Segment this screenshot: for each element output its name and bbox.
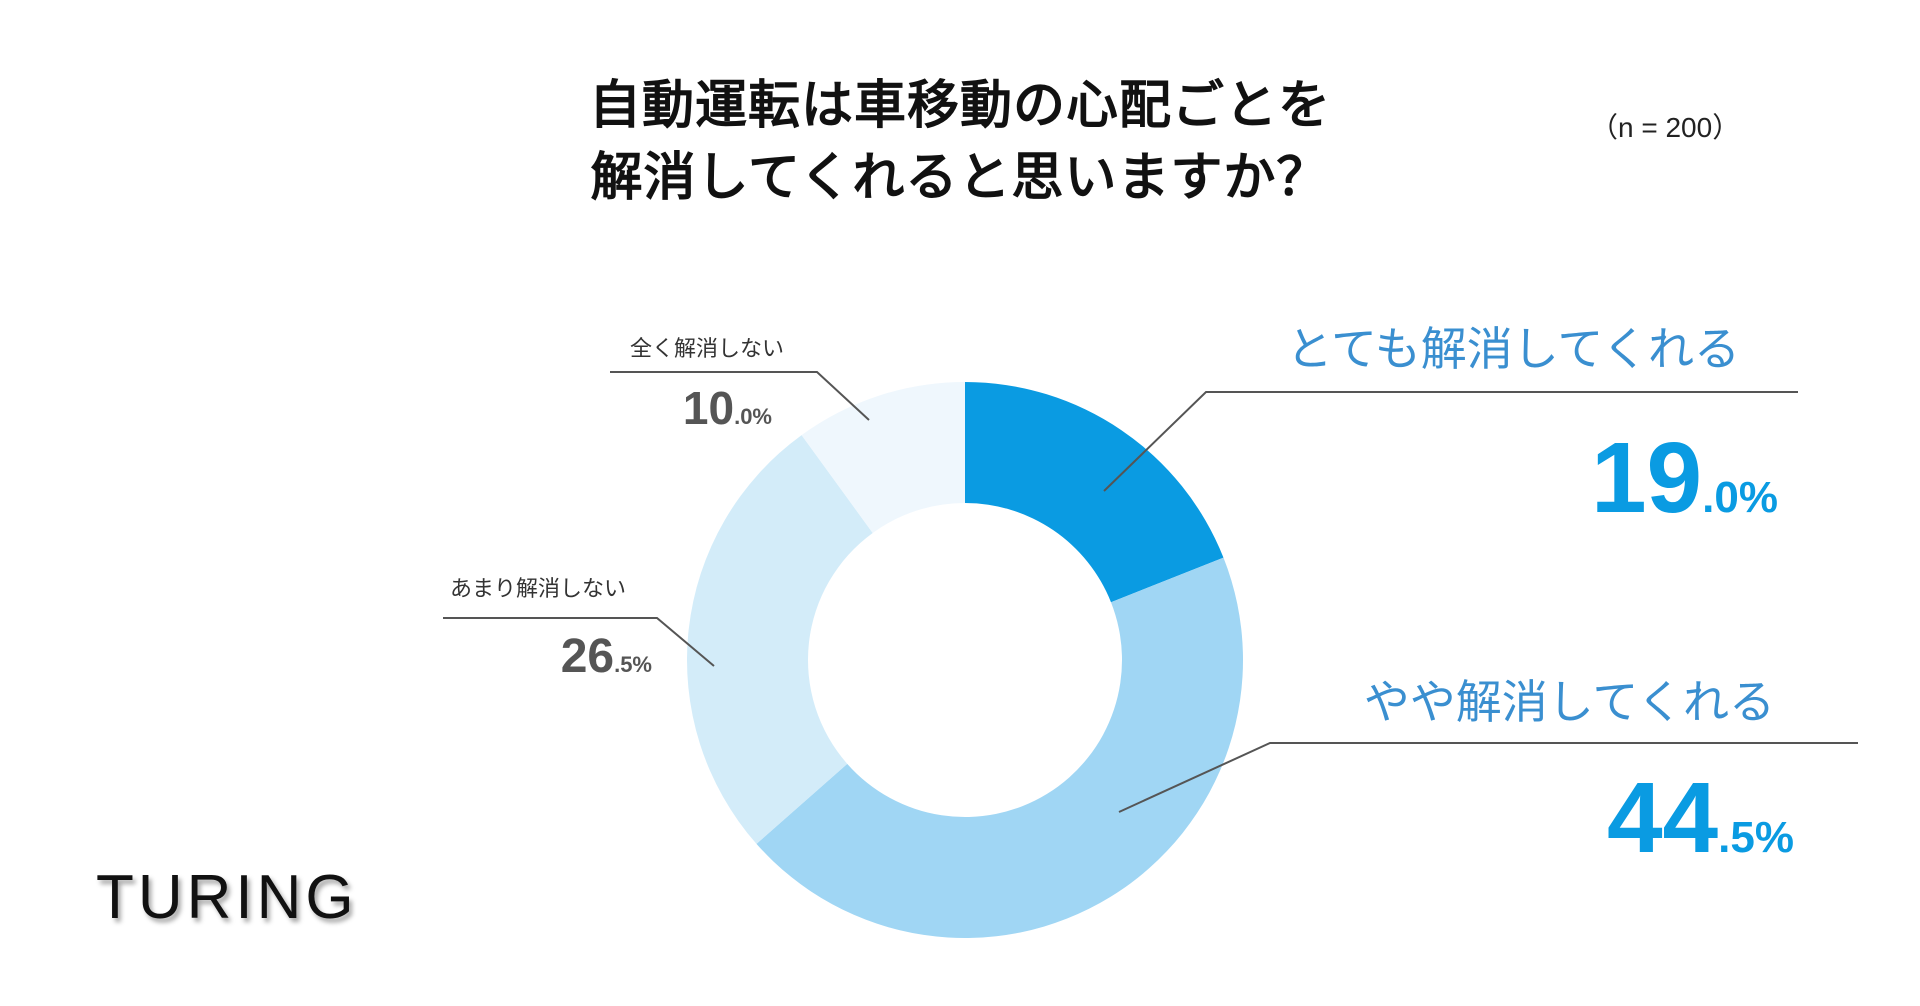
slice-not-much [687,435,873,844]
slice-value-not-at-all-int: 10 [683,382,734,434]
slice-value-not-at-all: 10.0% [683,382,772,434]
slice-label-somewhat: やや解消してくれる [1364,675,1775,729]
slice-value-very: 19.0% [1591,422,1778,534]
slice-value-somewhat-dec: .5% [1718,813,1794,862]
slice-value-somewhat-int: 44 [1607,762,1719,874]
turing-logo: TURING [96,863,358,932]
leader-line-not-much [443,617,715,667]
slice-label-not-much: あまり解消しない [450,577,626,602]
slice-value-not-much-int: 26 [561,630,614,683]
leader-lines [443,371,1858,813]
slice-value-not-at-all-dec: .0% [734,404,772,429]
leader-line-very [1103,391,1798,492]
donut-slices [687,382,1243,939]
slice-value-somewhat: 44.5% [1607,762,1794,874]
chart-title-line-2: 解消してくれると思いますか？ [590,148,1330,208]
chart-title: 自動運転は車移動の心配ごとを 解消してくれると思いますか？ [0,70,1920,214]
slice-label-not-at-all: 全く解消しない [630,337,784,362]
slice-very [965,382,1224,603]
sample-size-label: （n = 200） [1590,112,1741,143]
slice-label-very: とても解消してくれる [1286,322,1740,376]
slice-value-very-dec: .0% [1702,473,1778,522]
leader-line-somewhat [1118,742,1858,813]
chart-title-line-1: 自動運転は車移動の心配ごとを [588,76,1331,136]
slice-value-very-int: 19 [1591,422,1702,534]
slice-value-not-much: 26.5% [561,630,652,683]
slice-value-not-much-dec: .5% [614,652,652,677]
leader-line-not-at-all [610,371,870,421]
slice-not-at-all [801,382,965,533]
slice-somewhat [756,557,1243,939]
